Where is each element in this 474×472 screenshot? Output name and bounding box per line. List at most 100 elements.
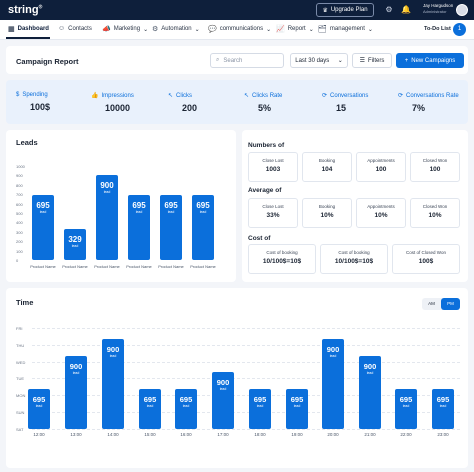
avatar[interactable] bbox=[456, 4, 468, 16]
y-tick-label: 200 bbox=[16, 239, 23, 245]
leads-card: Leads 1000 900 800 700 600 500 400 300 200 100 0 69… bbox=[6, 130, 236, 282]
top-bar: string® ♛ Upgrade Plan ⚙ 🔔 Jay Hargudson … bbox=[0, 0, 474, 20]
leads-bar[interactable]: 329 lead bbox=[64, 229, 86, 260]
bar-value: 695 bbox=[132, 200, 146, 210]
bar-value: 900 bbox=[69, 361, 83, 371]
metric-box: Closed Won 100 bbox=[410, 152, 460, 182]
app-logo[interactable]: string® bbox=[8, 4, 43, 16]
metric-box: Booking 104 bbox=[302, 152, 352, 182]
user-info: Jay Hargudson Administrator bbox=[423, 3, 453, 15]
chevron-down-icon: ⌄ bbox=[367, 26, 373, 33]
time-title: Time bbox=[16, 298, 34, 307]
y-tick-label: 800 bbox=[16, 182, 23, 188]
new-campaign-button[interactable]: + New Campaigns bbox=[396, 53, 464, 68]
nav-item-dashboard[interactable]: ▦ Dashboard bbox=[8, 26, 49, 33]
metric-box: Appointments 10% bbox=[356, 198, 406, 228]
nav-item-automation[interactable]: ⚙ Automation ⌄ bbox=[152, 26, 200, 33]
time-bar[interactable]: 695 lead bbox=[175, 389, 197, 429]
bar-unit: lead bbox=[329, 353, 337, 358]
bar-value: 900 bbox=[100, 181, 114, 191]
bar-value: 900 bbox=[363, 361, 377, 371]
leads-bar[interactable]: 900 lead bbox=[96, 175, 118, 260]
time-bar[interactable]: 695 lead bbox=[432, 389, 454, 429]
nav-item-report[interactable]: 📈 Report ⌄ bbox=[276, 26, 314, 33]
leads-bar[interactable]: 695 lead bbox=[128, 194, 150, 260]
chevron-down-icon: ⌄ bbox=[337, 58, 343, 64]
x-tick-label: Product Name bbox=[94, 264, 120, 269]
bar-value: 695 bbox=[143, 395, 157, 405]
x-tick-label: 18:00 bbox=[254, 432, 266, 437]
y-tick-label: 500 bbox=[16, 211, 23, 216]
y-tick-label: 700 bbox=[16, 192, 23, 198]
upgrade-plan-button[interactable]: ♛ Upgrade Plan bbox=[316, 3, 374, 17]
time-bar[interactable]: 900 lead bbox=[65, 355, 87, 429]
bar-unit: lead bbox=[109, 353, 117, 358]
gear-icon[interactable]: ⚙ bbox=[385, 5, 393, 14]
bar-value: 695 bbox=[179, 395, 193, 405]
grid-line bbox=[32, 328, 460, 329]
nav-item-communications[interactable]: 💬 communications ⌄ bbox=[208, 26, 272, 33]
user-name: Jay Hargudson bbox=[423, 3, 454, 8]
metric-value: 1003 bbox=[265, 166, 281, 173]
time-bar[interactable]: 900 lead bbox=[212, 372, 234, 429]
metric-box: Appointments 100 bbox=[356, 152, 406, 182]
time-bar[interactable]: 695 lead bbox=[139, 389, 161, 429]
bar-value: 695 bbox=[290, 395, 304, 405]
y-tick-label: 400 bbox=[16, 220, 23, 226]
filters-button[interactable]: ☰ Filters bbox=[352, 53, 392, 68]
bar-value: 695 bbox=[196, 200, 210, 210]
time-bar[interactable]: 695 lead bbox=[286, 389, 308, 429]
campaign-report-header: Campaign Report ⌕ Search Last 30 days ⌄ ☰ F… bbox=[6, 46, 468, 74]
time-bar[interactable]: 695 lead bbox=[395, 389, 417, 429]
nav-item-contacts[interactable]: ☺ Contacts bbox=[58, 25, 92, 32]
search-icon: ⌕ bbox=[216, 57, 220, 63]
bar-unit: lead bbox=[219, 387, 227, 392]
user-role: Administrator bbox=[423, 9, 447, 14]
leads-bar[interactable]: 695 lead bbox=[160, 194, 182, 260]
day-label: FRI bbox=[16, 326, 23, 331]
bar-unit: lead bbox=[39, 209, 47, 214]
time-bar[interactable]: 900 lead bbox=[102, 338, 124, 429]
metric-value: 10% bbox=[374, 212, 388, 219]
leads-title: Leads bbox=[16, 138, 38, 147]
bar-unit: lead bbox=[35, 404, 43, 409]
bar-unit: lead bbox=[439, 404, 447, 409]
automation-icon: ⚙ bbox=[152, 26, 159, 33]
nav-item-marketing[interactable]: 📣 Marketing ⌄ bbox=[102, 26, 149, 33]
x-tick-label: 20:00 bbox=[327, 432, 339, 437]
leads-bar[interactable]: 695 lead bbox=[192, 194, 214, 260]
bar-value: 695 bbox=[436, 395, 450, 405]
pm-option[interactable]: PM bbox=[441, 298, 460, 310]
todo-count-badge[interactable]: 1 bbox=[453, 23, 466, 36]
cost-of-title: Cost of bbox=[248, 235, 271, 242]
y-tick-label: 0 bbox=[16, 258, 19, 263]
search-input[interactable]: ⌕ Search bbox=[210, 53, 284, 68]
day-label: MON bbox=[16, 393, 26, 399]
metric-box: Close Lost 33% bbox=[248, 198, 298, 228]
metric-label: Booking bbox=[318, 204, 336, 209]
time-bar[interactable]: 695 lead bbox=[249, 389, 271, 429]
y-tick-label: 300 bbox=[16, 229, 23, 235]
active-tab-indicator bbox=[6, 37, 50, 39]
metric-label: Booking bbox=[318, 158, 336, 163]
time-bar[interactable]: 900 lead bbox=[359, 355, 381, 429]
bar-value: 695 bbox=[32, 395, 46, 405]
am-option[interactable]: AM bbox=[428, 301, 435, 306]
date-range-select[interactable]: Last 30 days ⌄ bbox=[290, 53, 348, 68]
leads-bar[interactable]: 695 lead bbox=[32, 194, 54, 260]
metric-label: Cost of booking bbox=[266, 250, 298, 255]
y-tick-label: 600 bbox=[16, 201, 23, 207]
bar-value: 900 bbox=[106, 344, 120, 354]
bar-value: 329 bbox=[68, 235, 82, 245]
bar-unit: lead bbox=[146, 404, 154, 409]
grid-line bbox=[32, 395, 460, 397]
grid-line bbox=[32, 378, 460, 380]
nav-item-management[interactable]: 🗂 management ⌄ bbox=[318, 26, 373, 33]
conversation-icon: ⟳ bbox=[322, 93, 328, 99]
time-bar[interactable]: 695 lead bbox=[28, 389, 50, 429]
time-bar[interactable]: 900 lead bbox=[322, 338, 344, 429]
x-tick-label: 19:00 bbox=[291, 432, 303, 437]
bell-icon[interactable]: 🔔 bbox=[401, 5, 411, 14]
todo-list-link[interactable]: To-Do List bbox=[424, 26, 451, 32]
am-pm-toggle[interactable]: AM PM bbox=[422, 298, 460, 310]
